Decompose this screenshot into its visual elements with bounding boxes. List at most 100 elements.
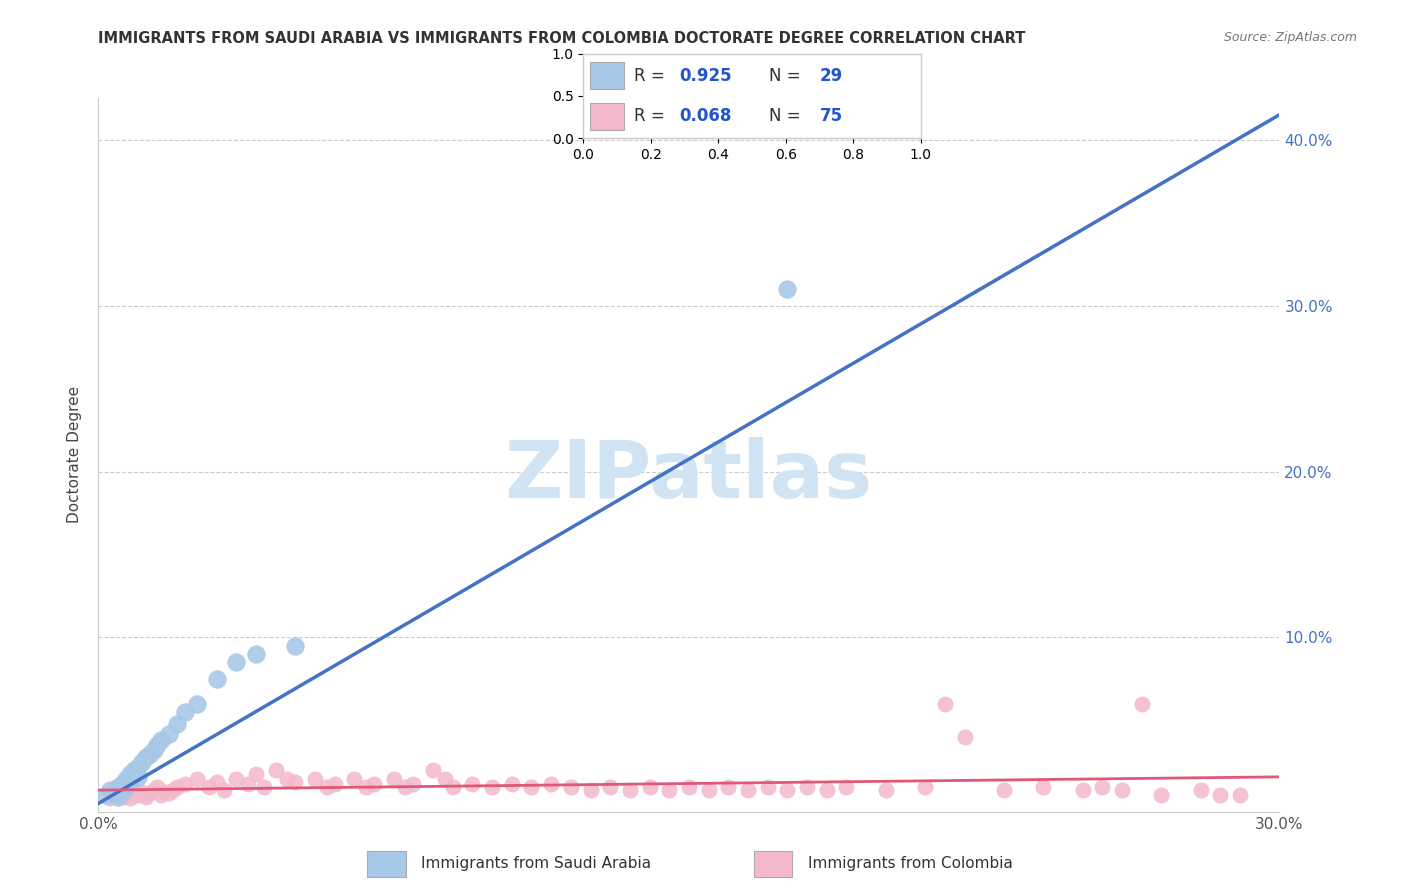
Point <box>166 716 188 731</box>
Text: 29: 29 <box>820 67 844 85</box>
Point <box>142 743 165 757</box>
Point <box>323 776 346 790</box>
Point <box>776 783 799 797</box>
Point <box>422 763 444 777</box>
Point <box>157 727 180 741</box>
Point <box>481 780 503 794</box>
Point <box>560 780 582 794</box>
FancyBboxPatch shape <box>754 851 793 877</box>
Text: Source: ZipAtlas.com: Source: ZipAtlas.com <box>1223 31 1357 45</box>
Point <box>96 788 118 802</box>
Point <box>150 788 173 802</box>
Point <box>107 780 129 794</box>
Point <box>122 783 145 797</box>
Point <box>122 763 145 777</box>
Point <box>461 776 484 790</box>
Y-axis label: Doctorate Degree: Doctorate Degree <box>67 386 83 524</box>
Point <box>142 783 165 797</box>
Point <box>225 772 247 786</box>
Text: Immigrants from Saudi Arabia: Immigrants from Saudi Arabia <box>422 855 651 871</box>
Point <box>131 755 153 769</box>
Point <box>174 776 197 790</box>
Point <box>135 750 157 764</box>
Point <box>107 789 129 804</box>
Point <box>433 772 456 786</box>
Point <box>717 780 740 794</box>
Point <box>111 785 134 799</box>
Point <box>1189 783 1212 797</box>
Text: ZIPatlas: ZIPatlas <box>505 437 873 516</box>
Point <box>284 775 307 789</box>
Point <box>1130 697 1153 711</box>
Point <box>875 783 897 797</box>
Point <box>103 787 125 801</box>
Point <box>111 776 134 790</box>
Point <box>914 780 936 794</box>
FancyBboxPatch shape <box>367 851 405 877</box>
Point <box>115 780 138 794</box>
Point <box>131 785 153 799</box>
Point <box>111 789 134 804</box>
Point <box>638 780 661 794</box>
Point <box>1229 788 1251 802</box>
Point <box>737 783 759 797</box>
Point <box>304 772 326 786</box>
Point <box>579 783 602 797</box>
Point <box>118 791 141 805</box>
Text: 0.068: 0.068 <box>679 107 733 125</box>
Point <box>166 780 188 794</box>
Text: N =: N = <box>769 67 806 85</box>
Point <box>127 760 149 774</box>
Point <box>354 780 377 794</box>
Point <box>146 780 169 794</box>
Point <box>162 783 184 797</box>
Point <box>253 780 276 794</box>
Point <box>1111 783 1133 797</box>
Point <box>343 772 366 786</box>
Point <box>186 772 208 786</box>
Point <box>540 776 562 790</box>
Point <box>993 783 1015 797</box>
Point <box>245 647 267 661</box>
Point <box>118 766 141 780</box>
Point <box>127 770 149 784</box>
Point <box>197 780 219 794</box>
Point <box>394 780 416 794</box>
Point <box>138 747 160 761</box>
Point <box>796 780 818 794</box>
Point <box>225 656 247 670</box>
Point <box>157 787 180 801</box>
Point <box>599 780 621 794</box>
Text: R =: R = <box>634 107 671 125</box>
Text: IMMIGRANTS FROM SAUDI ARABIA VS IMMIGRANTS FROM COLOMBIA DOCTORATE DEGREE CORREL: IMMIGRANTS FROM SAUDI ARABIA VS IMMIGRAN… <box>98 31 1026 46</box>
Point <box>776 282 799 296</box>
Point <box>402 776 425 790</box>
Point <box>138 787 160 801</box>
Point <box>214 783 236 797</box>
Point <box>756 780 779 794</box>
Point <box>150 733 173 747</box>
Point <box>135 789 157 804</box>
Point <box>205 775 228 789</box>
Point <box>205 672 228 686</box>
Point <box>363 776 385 790</box>
Point <box>146 739 169 753</box>
Point <box>1209 788 1232 802</box>
Point <box>1071 783 1094 797</box>
Point <box>127 788 149 802</box>
Text: N =: N = <box>769 107 806 125</box>
Point <box>835 780 858 794</box>
Point <box>115 787 138 801</box>
Point <box>118 775 141 789</box>
Point <box>953 730 976 744</box>
Point <box>107 788 129 802</box>
Point <box>697 783 720 797</box>
Text: Immigrants from Colombia: Immigrants from Colombia <box>807 855 1012 871</box>
Text: R =: R = <box>634 67 671 85</box>
Point <box>934 697 956 711</box>
Point <box>174 705 197 719</box>
Point <box>245 766 267 780</box>
Point <box>315 780 337 794</box>
Point <box>501 776 523 790</box>
Point <box>658 783 681 797</box>
